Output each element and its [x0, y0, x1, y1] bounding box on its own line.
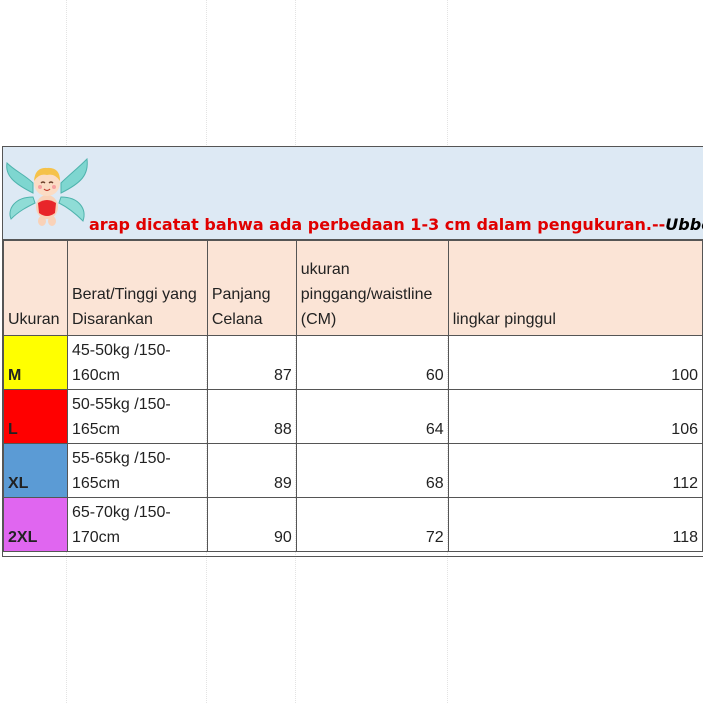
weight-height-cell: 65-70kg /150-170cm — [66, 497, 208, 552]
header-hip: lingkar pinggul — [447, 240, 703, 336]
hip-cell: 118 — [447, 497, 703, 552]
hip-cell: 112 — [447, 443, 703, 498]
waist-cell: 64 — [295, 389, 449, 444]
size-chart: arap dicatat bahwa ada perbedaan 1-3 cm … — [2, 146, 703, 557]
hip-cell: 100 — [447, 335, 703, 390]
waist-cell: 60 — [295, 335, 449, 390]
length-cell: 90 — [206, 497, 297, 552]
table-row: 2XL 65-70kg /150-170cm 90 72 118 — [3, 497, 703, 552]
weight-height-cell: 50-55kg /150-165cm — [66, 389, 208, 444]
table-header-row: Ukuran Berat/Tinggi yang Disarankan Panj… — [3, 240, 703, 336]
length-cell: 88 — [206, 389, 297, 444]
weight-height-cell: 45-50kg /150-160cm — [66, 335, 208, 390]
header-size: Ukuran — [3, 240, 68, 336]
table-row: XL 55-65kg /150-165cm 89 68 112 — [3, 443, 703, 498]
header-length: Panjang Celana — [206, 240, 297, 336]
hip-cell: 106 — [447, 389, 703, 444]
size-table: Ukuran Berat/Tinggi yang Disarankan Panj… — [3, 240, 703, 552]
table-row: M 45-50kg /150-160cm 87 60 100 — [3, 335, 703, 390]
size-cell: XL — [3, 443, 68, 498]
header-weight-height: Berat/Tinggi yang Disarankan — [66, 240, 208, 336]
table-row: L 50-55kg /150-165cm 88 64 106 — [3, 389, 703, 444]
size-cell: M — [3, 335, 68, 390]
brand-name: Ubbest8 — [665, 215, 703, 234]
measurement-notice: arap dicatat bahwa ada perbedaan 1-3 cm … — [89, 215, 703, 234]
header-waist: ukuran pinggang/waistline (CM) — [295, 240, 449, 336]
angel-illustration — [6, 157, 88, 226]
size-cell: 2XL — [3, 497, 68, 552]
waist-cell: 72 — [295, 497, 449, 552]
notice-text: arap dicatat bahwa ada perbedaan 1-3 cm … — [89, 215, 666, 234]
weight-height-cell: 55-65kg /150-165cm — [66, 443, 208, 498]
length-cell: 87 — [206, 335, 297, 390]
size-cell: L — [3, 389, 68, 444]
length-cell: 89 — [206, 443, 297, 498]
waist-cell: 68 — [295, 443, 449, 498]
notice-banner: arap dicatat bahwa ada perbedaan 1-3 cm … — [3, 147, 703, 240]
